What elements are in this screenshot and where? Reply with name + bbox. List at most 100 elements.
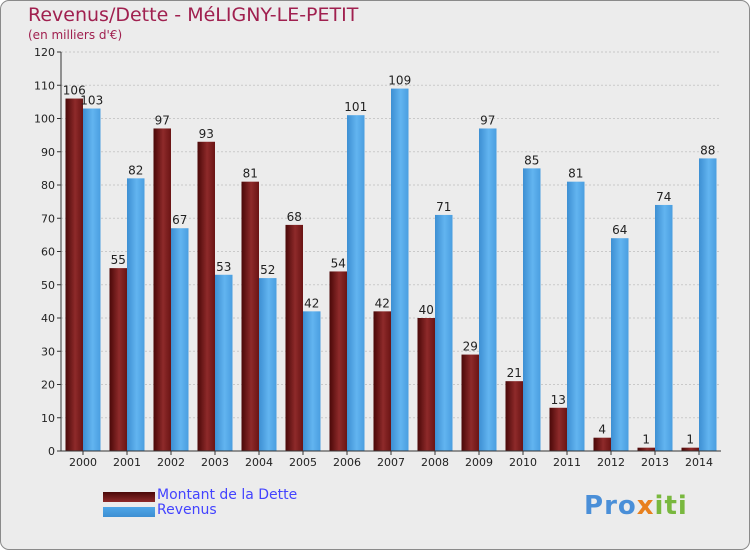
data-label-dette: 106: [63, 84, 86, 98]
data-label-revenus: 74: [656, 190, 671, 204]
y-tick-label: 80: [41, 179, 55, 192]
bar-dette-2010: [505, 381, 523, 451]
data-label-revenus: 101: [344, 100, 367, 114]
bar-revenus-2002: [171, 228, 189, 451]
y-tick-label: 20: [41, 379, 55, 392]
data-label-revenus: 109: [388, 74, 411, 88]
bar-revenus-2008: [435, 214, 453, 451]
legend-label-dette: Montant de la Dette: [157, 487, 298, 503]
y-tick-label: 30: [41, 345, 55, 358]
bar-revenus-2006: [347, 115, 365, 452]
data-label-revenus: 81: [568, 167, 583, 181]
y-tick-label: 70: [41, 212, 55, 225]
x-tick-label: 2001: [113, 456, 141, 469]
x-tick-label: 2007: [377, 456, 405, 469]
y-tick-label: 100: [34, 113, 55, 126]
chart-title: Revenus/Dette - MéLIGNY-LE-PETIT: [28, 4, 359, 26]
data-label-revenus: 67: [172, 213, 187, 227]
logo-letter: P: [584, 491, 605, 521]
bar-revenus-2004: [259, 278, 277, 451]
bar-revenus-2013: [655, 204, 673, 451]
y-tick-label: 90: [41, 146, 55, 159]
bar-dette-2011: [549, 407, 567, 451]
data-label-revenus: 85: [524, 153, 539, 167]
bar-dette-2013: [637, 447, 655, 451]
data-label-revenus: 53: [216, 260, 231, 274]
x-tick-label: 2005: [289, 456, 317, 469]
chart-subtitle: (en milliers d'€): [28, 28, 123, 42]
x-axis: 2000 2001 2002 2003 2004 2005 2006 2007 2008 2009…: [61, 450, 721, 469]
data-label-dette: 68: [287, 210, 302, 224]
bar-revenus-2012: [611, 238, 629, 451]
bar-revenus-2010: [523, 168, 541, 451]
x-tick-label: 2000: [69, 456, 97, 469]
x-tick-label: 2011: [553, 456, 581, 469]
y-tick-label: 10: [41, 412, 55, 425]
data-label-dette: 97: [155, 113, 170, 127]
logo-letter: o: [617, 491, 637, 521]
data-label-dette: 1: [686, 433, 694, 447]
x-tick-label: 2002: [157, 456, 185, 469]
x-tick-label: 2012: [597, 456, 625, 469]
bar-dette-2007: [373, 311, 391, 451]
logo-letter: r: [604, 491, 618, 521]
x-tick-label: 2009: [465, 456, 493, 469]
data-label-revenus: 71: [436, 200, 451, 214]
bar-dette-2001: [109, 268, 127, 451]
x-tick-label: 2004: [245, 456, 273, 469]
logo-letter: i: [654, 491, 665, 521]
legend-swatch-dette: [103, 492, 155, 502]
data-label-dette: 29: [463, 340, 478, 354]
data-label-dette: 1: [642, 433, 650, 447]
logo-letter: t: [664, 491, 678, 521]
bar-dette-2000: [65, 98, 83, 452]
bar-dette-2003: [197, 141, 215, 451]
data-label-revenus: 103: [80, 94, 103, 108]
bar-dette-2008: [417, 318, 435, 451]
bar-revenus-2007: [391, 88, 409, 451]
x-tick-label: 2014: [685, 456, 713, 469]
legend-swatch-revenus: [103, 507, 155, 517]
y-tick-label: 60: [41, 246, 55, 259]
bar-revenus-2014: [699, 158, 717, 451]
data-label-revenus: 88: [700, 143, 715, 157]
y-tick-label: 50: [41, 279, 55, 292]
data-label-dette: 54: [331, 256, 346, 270]
data-label-dette: 55: [111, 253, 126, 267]
data-label-dette: 81: [243, 167, 258, 181]
bar-dette-2005: [285, 224, 303, 451]
bar-dette-2012: [593, 437, 611, 451]
bar-dette-2002: [153, 128, 171, 451]
bar-revenus-2001: [127, 178, 145, 451]
bar-dette-2014: [681, 447, 699, 451]
x-tick-label: 2013: [641, 456, 669, 469]
data-label-dette: 93: [199, 127, 214, 141]
data-label-revenus: 82: [128, 163, 143, 177]
data-label-revenus: 42: [304, 296, 319, 310]
data-label-revenus: 52: [260, 263, 275, 277]
bar-revenus-2005: [303, 311, 321, 451]
x-tick-label: 2006: [333, 456, 361, 469]
bar-revenus-2000: [83, 108, 101, 452]
data-label-dette: 13: [551, 393, 566, 407]
y-tick-label: 120: [34, 46, 55, 59]
bar-revenus-2011: [567, 181, 585, 452]
x-tick-label: 2003: [201, 456, 229, 469]
x-tick-label: 2010: [509, 456, 537, 469]
data-label-dette: 42: [375, 296, 390, 310]
bar-dette-2006: [329, 271, 347, 451]
x-tick-label: 2008: [421, 456, 449, 469]
data-label-dette: 21: [507, 366, 522, 380]
legend-label-revenus: Revenus: [157, 502, 217, 518]
data-label-revenus: 97: [480, 113, 495, 127]
y-tick-label: 110: [34, 79, 55, 92]
y-tick-label: 40: [41, 312, 55, 325]
y-axis: 0 10 20 30 40 50 60 70 80 90 100 110 120: [34, 46, 62, 458]
data-label-dette: 4: [598, 423, 606, 437]
data-label-dette: 40: [419, 303, 434, 317]
y-tick-label: 0: [48, 445, 55, 458]
logo-letter: i: [677, 491, 688, 521]
